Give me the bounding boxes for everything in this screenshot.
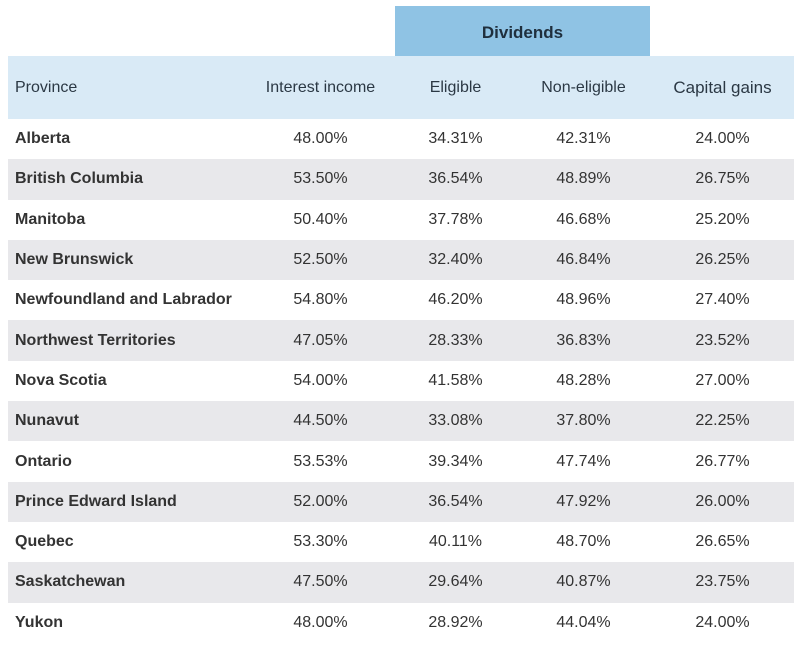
capital-gains-cell: 27.00% (695, 371, 750, 389)
non-eligible-dividends-cell: 40.87% (556, 573, 611, 591)
interest-income-cell: 54.00% (293, 371, 348, 389)
province-cell: British Columbia (15, 170, 144, 188)
table-row: Ontario 53.53% 39.34% 47.74% 26.77% (8, 441, 794, 482)
non-eligible-dividends-cell: 44.04% (556, 613, 611, 631)
province-cell: Nunavut (15, 412, 79, 430)
eligible-dividends-cell: 40.11% (428, 533, 483, 551)
table-row: Prince Edward Island 52.00% 36.54% 47.92… (8, 481, 794, 522)
province-cell: Manitoba (15, 210, 86, 228)
non-eligible-dividends-cell: 48.96% (556, 291, 611, 309)
non-eligible-dividends-cell: 36.83% (556, 331, 611, 349)
table-row: Saskatchewan 47.50% 29.64% 40.87% 23.75% (8, 562, 794, 603)
capital-gains-cell: 27.40% (695, 291, 750, 309)
capital-gains-cell: 26.75% (695, 170, 750, 188)
table-row: Nunavut 44.50% 33.08% 37.80% 22.25% (8, 401, 794, 442)
eligible-dividends-cell: 36.54% (428, 492, 483, 510)
column-header-non-eligible: Non-eligible (541, 78, 626, 96)
eligible-dividends-cell: 37.78% (428, 210, 483, 228)
province-cell: Quebec (15, 533, 74, 551)
column-header-eligible: Eligible (429, 78, 482, 96)
capital-gains-cell: 22.25% (695, 412, 750, 430)
province-cell: Yukon (15, 613, 64, 631)
capital-gains-cell: 26.25% (695, 251, 750, 269)
interest-income-cell: 44.50% (293, 412, 348, 430)
capital-gains-cell: 24.00% (695, 613, 750, 631)
capital-gains-cell: 25.20% (695, 210, 750, 228)
interest-income-cell: 53.30% (293, 533, 348, 551)
table-row: Newfoundland and Labrador 54.80% 46.20% … (8, 280, 794, 321)
province-cell: Northwest Territories (15, 331, 176, 349)
eligible-dividends-cell: 32.40% (428, 251, 483, 269)
capital-gains-cell: 23.75% (695, 573, 750, 591)
dividends-group-header: Dividends (395, 6, 650, 56)
province-cell: Ontario (15, 452, 72, 470)
column-header-province: Province (15, 78, 78, 96)
interest-income-cell: 54.80% (293, 291, 348, 309)
column-header-interest-income: Interest income (265, 78, 376, 96)
interest-income-cell: 52.00% (293, 492, 348, 510)
eligible-dividends-cell: 36.54% (428, 170, 483, 188)
interest-income-cell: 47.05% (293, 331, 348, 349)
table-row: Nova Scotia 54.00% 41.58% 48.28% 27.00% (8, 360, 794, 402)
non-eligible-dividends-cell: 42.31% (556, 130, 611, 148)
non-eligible-dividends-cell: 48.28% (556, 371, 611, 389)
eligible-dividends-cell: 39.34% (428, 452, 483, 470)
province-cell: Nova Scotia (15, 371, 107, 389)
province-cell: Prince Edward Island (15, 492, 177, 510)
column-header-capital-gains: Capital gains (673, 77, 772, 97)
non-eligible-dividends-cell: 37.80% (556, 412, 611, 430)
eligible-dividends-cell: 28.33% (428, 331, 483, 349)
capital-gains-cell: 23.52% (695, 331, 750, 349)
eligible-dividends-cell: 28.92% (428, 613, 483, 631)
interest-income-cell: 47.50% (293, 573, 348, 591)
interest-income-cell: 48.00% (293, 130, 348, 148)
capital-gains-cell: 26.77% (695, 452, 750, 470)
province-cell: Saskatchewan (15, 573, 126, 591)
interest-income-cell: 48.00% (293, 613, 348, 631)
table-header-row: Province Interest income Eligible Non-el… (8, 56, 794, 119)
interest-income-cell: 53.53% (293, 452, 348, 470)
table-row: Yukon 48.00% 28.92% 44.04% 24.00% (8, 602, 794, 643)
non-eligible-dividends-cell: 47.74% (556, 452, 611, 470)
tax-rate-table: Province Interest income Eligible Non-el… (8, 56, 794, 643)
province-cell: New Brunswick (15, 251, 134, 269)
non-eligible-dividends-cell: 48.89% (556, 170, 611, 188)
interest-income-cell: 52.50% (293, 251, 348, 269)
table-row: British Columbia 53.50% 36.54% 48.89% 26… (8, 159, 794, 200)
table-row: Quebec 53.30% 40.11% 48.70% 26.65% (8, 521, 794, 563)
table-row: Northwest Territories 47.05% 28.33% 36.8… (8, 320, 794, 361)
interest-income-cell: 53.50% (293, 170, 348, 188)
interest-income-cell: 50.40% (293, 210, 348, 228)
table-row: Manitoba 50.40% 37.78% 46.68% 25.20% (8, 199, 794, 240)
eligible-dividends-cell: 34.31% (428, 130, 483, 148)
table-row: New Brunswick 52.50% 32.40% 46.84% 26.25… (8, 239, 794, 281)
non-eligible-dividends-cell: 46.68% (556, 210, 611, 228)
table-row: Alberta 48.00% 34.31% 42.31% 24.00% (8, 119, 794, 160)
non-eligible-dividends-cell: 48.70% (556, 533, 611, 551)
non-eligible-dividends-cell: 46.84% (556, 251, 611, 269)
eligible-dividends-cell: 46.20% (428, 291, 483, 309)
capital-gains-cell: 26.00% (695, 492, 750, 510)
eligible-dividends-cell: 33.08% (428, 412, 483, 430)
province-cell: Newfoundland and Labrador (15, 291, 232, 309)
group-header-row: Dividends (0, 6, 800, 56)
non-eligible-dividends-cell: 47.92% (556, 492, 611, 510)
capital-gains-cell: 26.65% (695, 533, 750, 551)
capital-gains-cell: 24.00% (695, 130, 750, 148)
eligible-dividends-cell: 29.64% (428, 573, 483, 591)
province-cell: Alberta (15, 130, 71, 148)
eligible-dividends-cell: 41.58% (428, 371, 483, 389)
